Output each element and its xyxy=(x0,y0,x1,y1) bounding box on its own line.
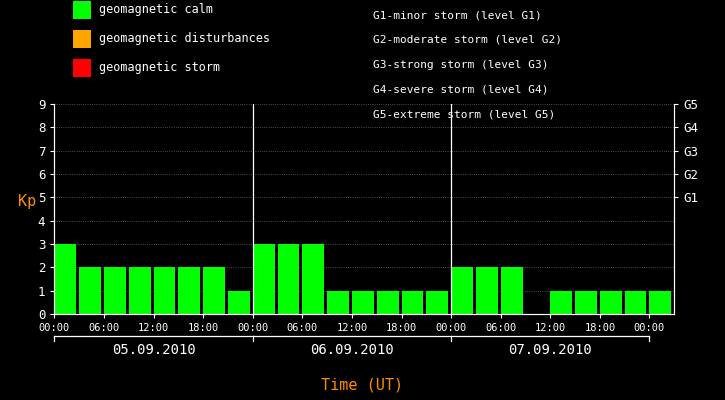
Text: geomagnetic calm: geomagnetic calm xyxy=(99,4,213,16)
Bar xyxy=(203,267,225,314)
Text: G3-strong storm (level G3): G3-strong storm (level G3) xyxy=(373,60,549,70)
Bar xyxy=(501,267,523,314)
Text: geomagnetic storm: geomagnetic storm xyxy=(99,61,220,74)
Y-axis label: Kp: Kp xyxy=(17,194,36,209)
Bar xyxy=(178,267,200,314)
Bar xyxy=(228,291,249,314)
Bar xyxy=(278,244,299,314)
Bar xyxy=(575,291,597,314)
Bar xyxy=(352,291,373,314)
Bar xyxy=(253,244,275,314)
Bar xyxy=(650,291,671,314)
Text: G2-moderate storm (level G2): G2-moderate storm (level G2) xyxy=(373,35,563,45)
Text: 05.09.2010: 05.09.2010 xyxy=(112,343,196,357)
Bar xyxy=(154,267,175,314)
Bar xyxy=(451,267,473,314)
Text: G5-extreme storm (level G5): G5-extreme storm (level G5) xyxy=(373,109,555,119)
Bar xyxy=(402,291,423,314)
Text: geomagnetic disturbances: geomagnetic disturbances xyxy=(99,32,270,45)
Bar xyxy=(426,291,448,314)
Bar xyxy=(600,291,621,314)
Text: 07.09.2010: 07.09.2010 xyxy=(508,343,592,357)
Bar xyxy=(550,291,572,314)
Text: G1-minor storm (level G1): G1-minor storm (level G1) xyxy=(373,10,542,20)
Bar xyxy=(377,291,399,314)
Bar xyxy=(104,267,125,314)
Bar xyxy=(302,244,324,314)
Bar xyxy=(129,267,151,314)
Text: Time (UT): Time (UT) xyxy=(321,377,404,392)
Bar xyxy=(327,291,349,314)
Bar xyxy=(625,291,647,314)
Bar xyxy=(79,267,101,314)
Text: 06.09.2010: 06.09.2010 xyxy=(310,343,394,357)
Text: G4-severe storm (level G4): G4-severe storm (level G4) xyxy=(373,84,549,94)
Bar xyxy=(54,244,76,314)
Bar xyxy=(476,267,497,314)
